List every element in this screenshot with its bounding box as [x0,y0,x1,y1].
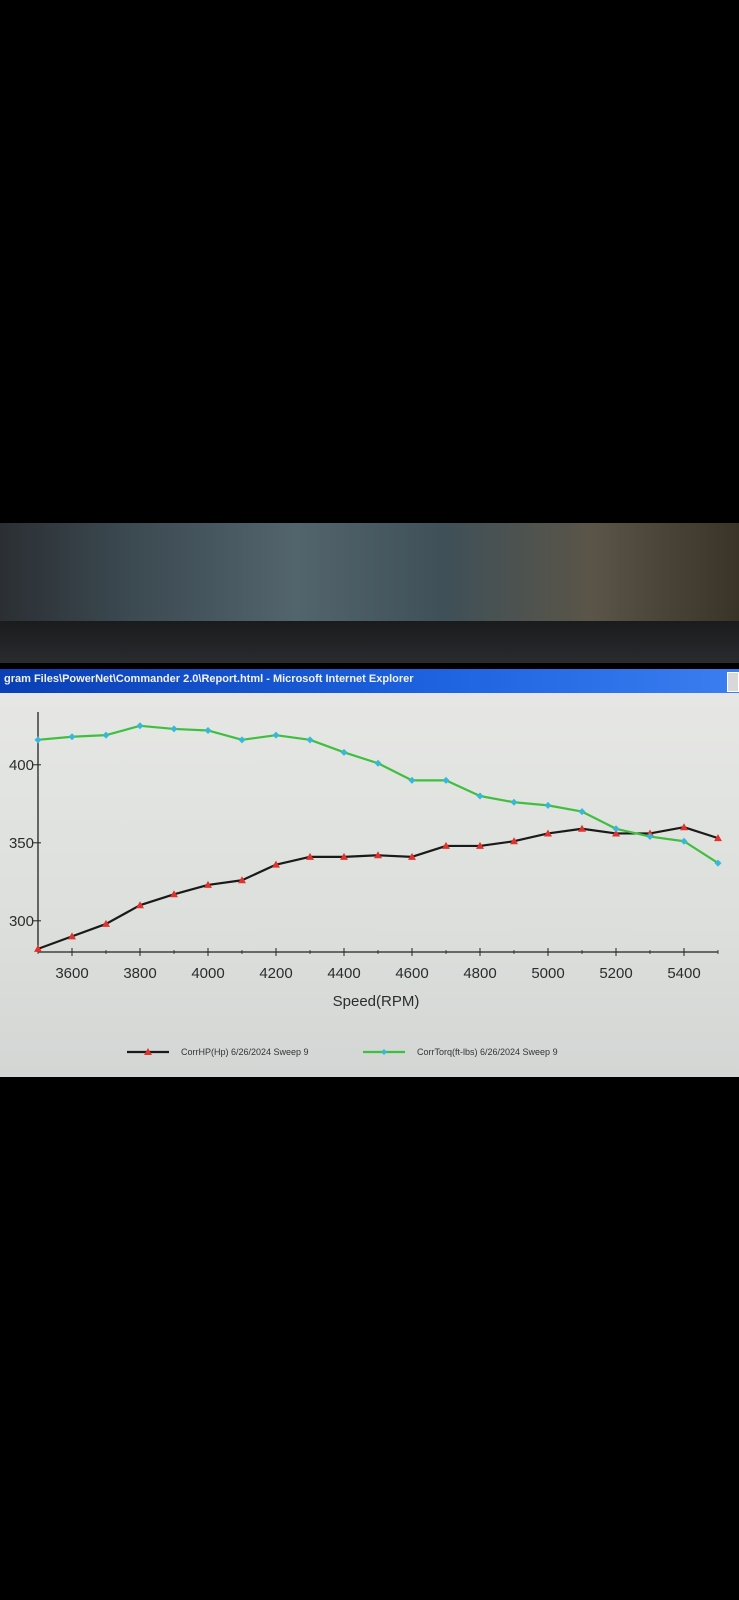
y-tick-label: 400 [9,757,34,774]
y-tick-label: 300 [9,913,34,930]
hp-data-point [68,932,76,940]
x-tick-label: 3600 [55,965,88,982]
torque-data-point [374,759,382,767]
browser-titlebar: gram Files\PowerNet\Commander 2.0\Report… [0,669,739,693]
x-tick-label: 5400 [667,965,700,982]
torque-data-point [510,798,518,806]
series-layer [34,722,722,952]
hp-data-point [578,824,586,832]
hp-data-point [646,829,654,837]
legend: CorrHP(Hp) 6/26/2024 Sweep 9 CorrTorq(ft-… [127,1047,558,1057]
y-tick-label: 350 [9,835,34,852]
torque-data-point [238,736,246,744]
torque-data-point [102,731,110,739]
torque-data-point [204,726,212,734]
hp-data-point [408,852,416,860]
torque-data-point [612,825,620,833]
x-tick-label: 4000 [191,965,224,982]
chart-area [0,693,739,1077]
hp-data-point [238,876,246,884]
hp-data-point [544,829,552,837]
torque-data-point [340,748,348,756]
chart-axes: 3600 3800 4000 4200 4400 4600 4800 5000 5200 5400… [9,712,719,982]
hp-data-point [136,901,144,909]
photo-of-monitor: gram Files\PowerNet\Commander 2.0\Report… [0,523,739,1077]
hp-data-point [306,852,314,860]
hp-data-point [170,890,178,898]
legend-torque-marker [381,1049,387,1055]
torque-data-point [476,792,484,800]
x-tick-label: 4600 [395,965,428,982]
x-axis-label: Speed(RPM) [333,993,420,1010]
torque-data-point [306,736,314,744]
hp-series-line [37,826,719,950]
torque-data-point [34,736,42,744]
torque-data-point [578,808,586,816]
torque-data-point [544,801,552,809]
hp-data-point [476,841,484,849]
hp-data-point [272,860,280,868]
background-scene [0,523,739,623]
x-tick-label: 5000 [531,965,564,982]
x-tick-label: 5200 [599,965,632,982]
torque-data-point [714,859,722,867]
x-tick-label: 3800 [123,965,156,982]
monitor-bezel [0,621,739,663]
torque-data-point [408,776,416,784]
torque-data-point [646,833,654,841]
legend-hp-label: CorrHP(Hp) 6/26/2024 Sweep 9 [181,1047,309,1057]
hp-data-point [102,919,110,927]
hp-data-point [612,829,620,837]
x-tick-label: 4400 [327,965,360,982]
legend-torque-label: CorrTorq(ft-lbs) 6/26/2024 Sweep 9 [417,1047,558,1057]
torque-data-point [442,776,450,784]
hp-data-point [714,834,722,842]
torque-series-line [37,724,719,865]
torque-data-point [136,722,144,730]
hp-data-point [374,851,382,859]
torque-data-point [68,733,76,741]
hp-data-point [442,841,450,849]
hp-data-point [204,880,212,888]
torque-data-point [680,837,688,845]
legend-hp-marker [144,1048,152,1055]
x-tick-label: 4200 [259,965,292,982]
hp-data-point [34,944,42,952]
torque-data-point [272,731,280,739]
hp-data-point [340,852,348,860]
torque-data-point [170,725,178,733]
hp-data-point [680,823,688,831]
hp-data-point [510,837,518,845]
x-tick-label: 4800 [463,965,496,982]
window-title: gram Files\PowerNet\Commander 2.0\Report… [4,673,414,685]
